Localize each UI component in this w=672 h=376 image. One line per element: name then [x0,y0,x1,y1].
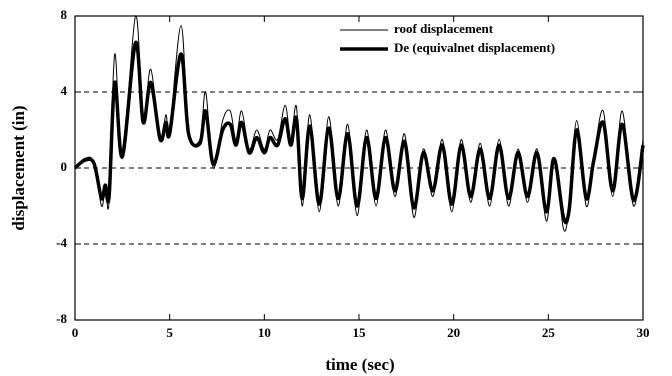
x-tick-label: 10 [258,325,271,340]
legend-label: De (equivalnet displacement) [394,40,555,55]
x-tick-label: 0 [72,325,79,340]
x-tick-label: 5 [166,325,173,340]
x-tick-label: 20 [447,325,460,340]
y-tick-label: 8 [61,7,68,22]
line-series [74,15,644,232]
y-tick-label: 0 [61,159,68,174]
y-tick-label: -4 [56,235,67,250]
y-tick-label: -8 [56,311,67,326]
legend-label: roof displacement [394,21,494,36]
x-axis-label: time (sec) [325,355,394,374]
x-tick-label: 15 [353,325,367,340]
y-tick-label: 4 [61,83,68,98]
x-tick-label: 30 [637,325,650,340]
y-axis-label: displacement (in) [9,105,28,230]
line-series [73,40,645,225]
x-tick-label: 25 [542,325,556,340]
